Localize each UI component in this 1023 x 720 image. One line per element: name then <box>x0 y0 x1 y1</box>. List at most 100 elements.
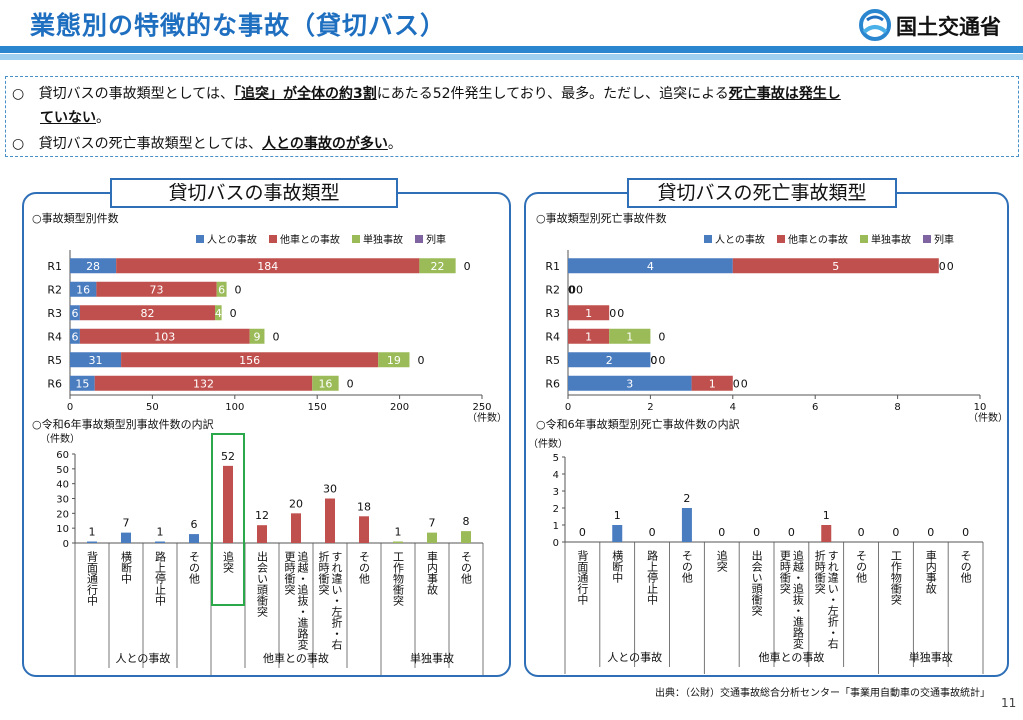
data-label: 4 <box>647 260 654 273</box>
y-tick-label: R5 <box>47 354 62 367</box>
x-tick-label: 車内事故 <box>924 549 937 595</box>
data-label: 156 <box>239 354 260 367</box>
y-tick-label: 0 <box>63 539 69 550</box>
x-tick-label: 出会い頭衝突 <box>256 550 269 617</box>
bar-segment <box>419 258 456 274</box>
left-panel-title: 貸切バスの事故類型 <box>110 178 398 208</box>
data-label: 16 <box>318 377 332 390</box>
summary-line-1: ○ 貸切バスの事故類型としては、「追突」が全体の約3割にあたる52件発生しており… <box>12 83 841 103</box>
data-label: 0 <box>649 526 656 539</box>
header-band-light <box>0 54 1023 60</box>
summary-emphasis: 「追突」が全体の約3割 <box>233 86 377 102</box>
y-tick-label: R3 <box>47 307 62 320</box>
bar <box>359 516 369 543</box>
x-tick-label: 4 <box>730 402 736 413</box>
y-tick-label: 3 <box>553 487 559 498</box>
legend-swatch <box>704 235 712 243</box>
data-label: 18 <box>357 500 371 513</box>
page-number: 11 <box>1001 696 1017 710</box>
data-label: 6 <box>191 518 198 531</box>
x-tick-label: すれ違い・左折・右 <box>330 551 343 650</box>
group-label: 他車との事故 <box>263 651 329 665</box>
legend-swatch <box>415 235 423 243</box>
data-label: 52 <box>221 450 235 463</box>
x-tick-label: 更時衝突 <box>778 550 791 594</box>
data-label: 1 <box>709 377 716 390</box>
y-tick-label: R4 <box>47 330 62 343</box>
data-label: 0 <box>568 283 575 296</box>
bullet: ○ <box>12 136 25 152</box>
y-axis-label: （件数） <box>40 432 80 445</box>
data-label: 22 <box>431 260 445 273</box>
data-label: 9 <box>254 330 261 343</box>
legend-entry: 人との事故 <box>715 233 765 246</box>
right-panel-title: 貸切バスの死亡事故類型 <box>627 178 897 208</box>
y-tick-label: 60 <box>56 450 69 461</box>
y-tick-label: 4 <box>553 470 559 481</box>
data-label: 0 <box>568 283 575 296</box>
bar-segment <box>215 305 222 321</box>
y-tick-label: R4 <box>545 330 560 343</box>
summary-line-2: ていない。 <box>40 107 110 127</box>
bar-segment <box>568 305 610 321</box>
group-label: 単独事故 <box>410 651 454 665</box>
highlight-box <box>211 433 245 606</box>
x-tick-label: その他 <box>188 551 201 584</box>
header-band <box>0 46 1023 53</box>
data-label: 1 <box>585 307 592 320</box>
x-tick-label: その他 <box>680 550 693 583</box>
x-tick-label: 路上停止中 <box>154 551 167 606</box>
x-tick-label: 0 <box>565 402 571 413</box>
summary-text: 。 <box>387 136 402 152</box>
x-tick-label: 8 <box>894 402 900 413</box>
x-tick-label: 背面通行中 <box>86 550 99 606</box>
data-label: 1 <box>157 526 164 539</box>
data-label: 1 <box>585 330 592 343</box>
group-label: 人との事故 <box>116 651 171 665</box>
bar <box>223 465 233 543</box>
x-tick-label: 横断中 <box>611 549 624 583</box>
bar <box>681 508 692 542</box>
data-label: 0 <box>464 260 471 273</box>
legend-entry: 単独事故 <box>363 233 403 246</box>
data-label: 20 <box>289 497 303 510</box>
bar-segment <box>121 352 379 368</box>
legend-swatch <box>352 235 360 243</box>
bar <box>612 525 623 542</box>
bar-segment <box>70 328 80 344</box>
summary-text: 貸切バスの事故類型としては、 <box>38 86 234 102</box>
x-tick-label: 折時衝突 <box>317 550 330 595</box>
data-label: 15 <box>75 377 89 390</box>
data-label: 1 <box>89 526 96 539</box>
bar-segment <box>378 352 410 368</box>
data-label: 1 <box>626 330 633 343</box>
y-tick-label: 10 <box>56 524 69 535</box>
data-label: 0 <box>788 526 795 539</box>
data-label: 103 <box>154 330 175 343</box>
bar <box>427 532 437 543</box>
data-label: 8 <box>463 515 470 528</box>
bar <box>461 531 471 543</box>
x-tick-label: 更時衝突 <box>283 551 296 595</box>
data-label: 6 <box>71 330 78 343</box>
data-label: 0 <box>741 377 748 390</box>
bar <box>393 541 403 543</box>
data-label: 4 <box>215 307 222 320</box>
summary-text: にあたる52件発生しており、最多。ただし、追突による <box>376 86 729 102</box>
y-axis-label: （件数） <box>528 437 568 450</box>
bar-segment <box>70 305 80 321</box>
x-tick-label: 追突 <box>222 550 235 573</box>
data-label: 28 <box>86 260 100 273</box>
data-label: 184 <box>257 260 278 273</box>
summary-box: ○ 貸切バスの事故類型としては、「追突」が全体の約3割にあたる52件発生しており… <box>5 76 1019 157</box>
data-label: 12 <box>255 509 269 522</box>
data-label: 0 <box>650 354 657 367</box>
legend-swatch <box>923 235 931 243</box>
bar-segment <box>79 305 216 321</box>
bullet: ○ <box>12 86 25 102</box>
data-label: 2 <box>606 354 613 367</box>
data-label: 1 <box>614 509 621 522</box>
data-label: 0 <box>947 260 954 273</box>
x-tick-label: 追越・追抜・進路変 <box>791 549 804 650</box>
data-label: 2 <box>683 492 690 505</box>
